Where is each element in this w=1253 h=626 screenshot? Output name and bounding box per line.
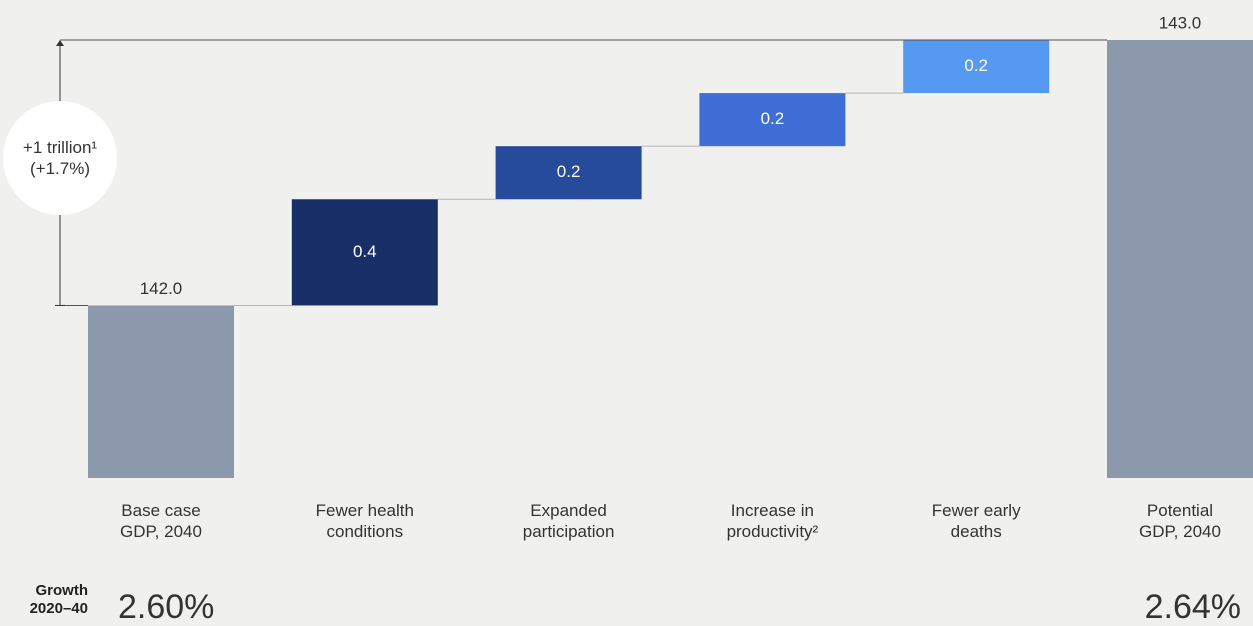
growth-value: 2.60% [118, 588, 215, 626]
bar [903, 40, 1050, 94]
value-label: 143.0 [1159, 13, 1202, 32]
value-label: 142.0 [140, 279, 183, 298]
x-tick-label: Fewer early deaths [931, 501, 1021, 541]
x-tick-label: Base case GDP, 2040 [120, 501, 202, 541]
bar [1107, 40, 1253, 478]
value-label: 0.2 [761, 109, 785, 128]
value-label: 0.4 [353, 242, 377, 261]
x-tick-label: Increase in productivity² [726, 501, 819, 541]
arrow-head [56, 40, 64, 46]
value-label: 0.2 [964, 56, 988, 75]
bar [699, 93, 846, 147]
annotation: +1 trillion¹ (+1.7%) [3, 101, 117, 215]
growth-title: Growth 2020–40 [29, 582, 88, 617]
x-tick-label: Potential GDP, 2040 [1139, 501, 1221, 541]
bar [88, 305, 234, 478]
growth-value: 2.64% [1144, 588, 1241, 626]
bar [495, 146, 642, 200]
x-tick-label: Fewer health conditions [315, 501, 414, 541]
x-tick-label: Expanded participation [522, 501, 615, 541]
bar [291, 199, 438, 306]
value-label: 0.2 [557, 162, 581, 181]
